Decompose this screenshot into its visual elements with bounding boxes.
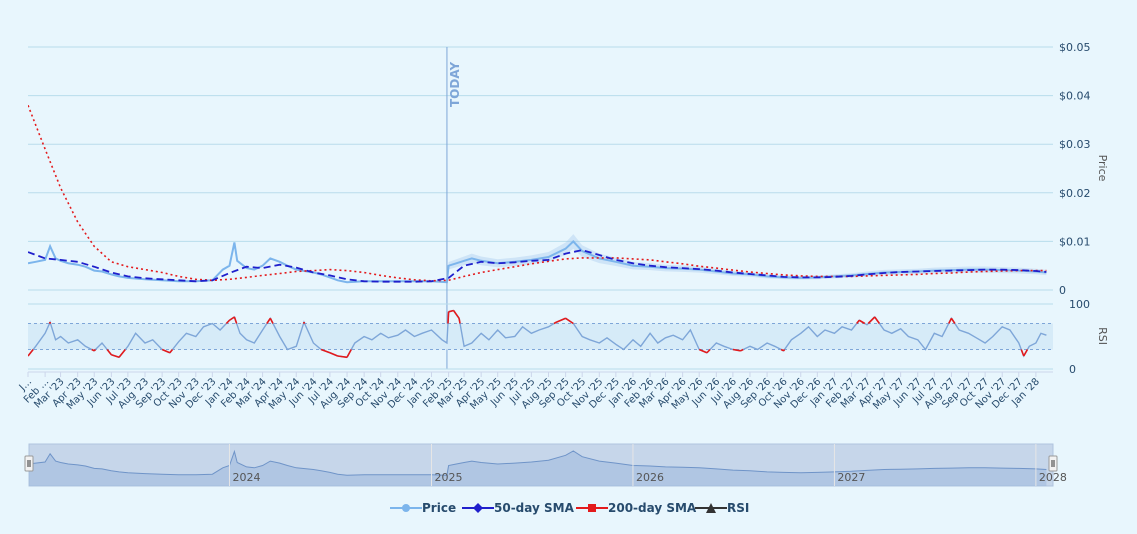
rsi-extreme-segment (229, 317, 234, 320)
navigator-year-label: 2027 (837, 471, 865, 484)
rsi-extreme-segment (304, 322, 305, 323)
legend-symbol-diamond (473, 503, 483, 513)
navigator-year-label: 2026 (636, 471, 664, 484)
rsi-extreme-segment (449, 311, 454, 312)
rsi-panel (28, 304, 1053, 369)
rsi-y-axis: 0 100 (1069, 298, 1090, 376)
price-tick-label: 0 (1059, 284, 1066, 297)
rsi-extreme-segment (554, 322, 556, 323)
rsi-extreme-segment (699, 350, 707, 353)
rsi-extreme-segment (459, 318, 460, 323)
navigator[interactable]: 2024 2025 2026 2027 2028 (25, 444, 1067, 486)
navigator-year-label: 2025 (434, 471, 462, 484)
legend-label: 200-day SMA (608, 501, 697, 515)
rsi-extreme-segment (556, 318, 565, 322)
rsi-axis-title: RSI (1096, 327, 1109, 345)
price-grid (28, 47, 1053, 290)
price-tick-label: $0.02 (1059, 187, 1091, 200)
rsi-tick-label: 0 (1069, 363, 1076, 376)
legend-item-50-day-sma[interactable]: 50-day SMA (462, 501, 575, 515)
legend-label: 50-day SMA (494, 501, 575, 515)
rsi-extreme-segment (234, 317, 236, 324)
rsi-extreme-segment (107, 350, 111, 355)
legend-item-price[interactable]: Price (390, 501, 456, 515)
legend-symbol-circle (402, 504, 410, 512)
price-tick-label: $0.01 (1059, 235, 1091, 248)
rsi-extreme-segment (951, 318, 954, 323)
price-y-axis: 0 $0.01 $0.02 $0.03 $0.04 $0.05 (1059, 41, 1091, 297)
rsi-extreme-segment (111, 355, 119, 358)
rsi-extreme-segment (170, 350, 173, 353)
navigator-handle-right[interactable] (1049, 456, 1057, 471)
price-axis-title: Price (1096, 155, 1109, 182)
legend-label: RSI (727, 501, 749, 515)
rsi-extreme-segment (454, 311, 460, 319)
rsi-extreme-segment (784, 350, 785, 351)
legend-item-rsi[interactable]: RSI (695, 501, 749, 515)
legend-item-200-day-sma[interactable]: 200-day SMA (576, 501, 697, 515)
rsi-extreme-segment (347, 350, 351, 358)
legend: Price 50-day SMA 200-day SMA RSI (390, 501, 749, 515)
price-tick-label: $0.05 (1059, 41, 1091, 54)
rsi-extreme-segment (1021, 350, 1023, 357)
rsi-extreme-segment (267, 318, 270, 323)
rsi-extreme-segment (270, 318, 273, 323)
navigator-handle-left[interactable] (25, 456, 33, 471)
rsi-extreme-segment (741, 350, 744, 351)
navigator-year-label: 2028 (1039, 471, 1067, 484)
rsi-tick-label: 100 (1069, 298, 1090, 311)
price-tick-label: $0.04 (1059, 90, 1091, 103)
rsi-extreme-segment (330, 353, 338, 356)
rsi-band-fill (28, 324, 1053, 350)
rsi-extreme-segment (448, 312, 449, 324)
rsi-extreme-segment (338, 356, 347, 357)
navigator-year-label: 2024 (232, 471, 260, 484)
rsi-extreme-segment (1024, 350, 1028, 357)
rsi-extreme-segment (733, 350, 741, 351)
rsi-extreme-segment (119, 350, 125, 358)
legend-label: Price (422, 501, 456, 515)
legend-symbol-square (588, 504, 596, 512)
price-tick-label: $0.03 (1059, 138, 1091, 151)
rsi-extreme-segment (868, 317, 874, 324)
today-label: TODAY (448, 62, 462, 107)
rsi-extreme-segment (875, 317, 880, 324)
rsi-extreme-segment (566, 318, 574, 323)
rsi-extreme-segment (28, 350, 33, 357)
rsi-extreme-segment (94, 350, 95, 351)
